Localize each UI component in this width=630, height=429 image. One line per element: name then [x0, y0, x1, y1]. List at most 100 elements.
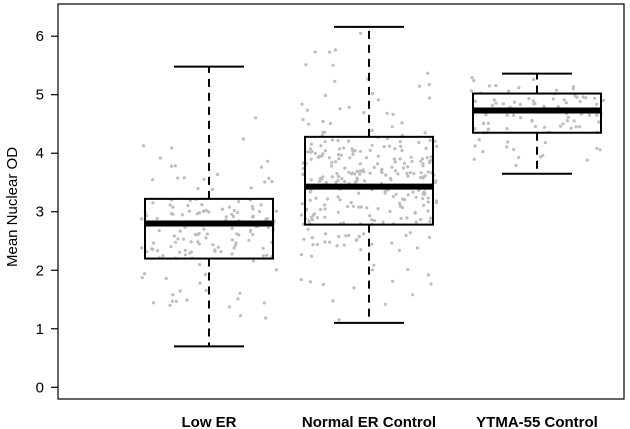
- data-point: [340, 177, 344, 181]
- data-point: [398, 140, 402, 144]
- data-point: [205, 232, 209, 236]
- data-point: [349, 201, 353, 205]
- data-point: [426, 273, 430, 277]
- data-point: [401, 166, 406, 170]
- data-point: [189, 240, 193, 244]
- data-point: [358, 169, 362, 173]
- data-point: [505, 127, 509, 131]
- data-point: [382, 145, 386, 149]
- data-point: [400, 121, 404, 125]
- data-point: [331, 63, 335, 67]
- data-point: [266, 225, 270, 229]
- data-point: [343, 166, 347, 170]
- data-point: [151, 178, 155, 182]
- data-point: [171, 293, 175, 297]
- data-point: [216, 245, 220, 249]
- data-point: [428, 138, 432, 142]
- data-point: [232, 246, 236, 250]
- data-point: [517, 86, 521, 90]
- box-iqr: [144, 197, 274, 260]
- data-point: [321, 119, 325, 124]
- data-point: [379, 169, 383, 173]
- data-point: [370, 91, 374, 96]
- data-point: [427, 82, 431, 87]
- data-point: [472, 157, 476, 161]
- data-point: [421, 164, 425, 168]
- data-point: [250, 215, 255, 219]
- data-point: [176, 237, 180, 241]
- data-point: [140, 276, 144, 280]
- data-point: [413, 210, 417, 214]
- data-point: [411, 190, 415, 194]
- data-point: [501, 102, 505, 106]
- data-point: [341, 146, 346, 150]
- data-point: [311, 243, 315, 247]
- data-point: [323, 149, 327, 153]
- data-point: [368, 214, 372, 218]
- data-point: [189, 250, 193, 254]
- data-point: [327, 156, 331, 160]
- data-point: [331, 138, 335, 142]
- data-point: [174, 299, 178, 303]
- data-point: [597, 120, 601, 124]
- data-point: [145, 250, 149, 254]
- data-point: [542, 104, 546, 108]
- data-point: [151, 301, 156, 305]
- data-point: [404, 233, 408, 238]
- data-point: [326, 197, 330, 201]
- data-point: [274, 209, 278, 213]
- data-point: [415, 246, 420, 250]
- data-point: [266, 159, 270, 163]
- data-point: [481, 150, 485, 154]
- data-point: [417, 140, 421, 145]
- data-point: [383, 302, 387, 306]
- data-point: [473, 144, 477, 148]
- data-point: [224, 215, 228, 219]
- data-point: [391, 112, 395, 116]
- data-point: [238, 314, 243, 318]
- data-point: [393, 160, 397, 164]
- data-point: [399, 144, 403, 148]
- data-point: [329, 164, 334, 168]
- data-point: [512, 148, 516, 152]
- data-point: [254, 116, 258, 120]
- data-point: [232, 208, 236, 213]
- data-point: [365, 206, 369, 210]
- data-point: [422, 192, 426, 197]
- data-point: [511, 113, 516, 117]
- data-point: [323, 130, 327, 134]
- data-point: [186, 204, 190, 208]
- data-point: [231, 214, 235, 219]
- data-point: [533, 124, 538, 129]
- data-point: [577, 125, 582, 129]
- data-point: [337, 318, 341, 322]
- data-point: [392, 157, 396, 161]
- data-point: [219, 250, 223, 254]
- data-point: [236, 211, 240, 215]
- data-point: [315, 242, 320, 247]
- data-point: [517, 155, 521, 160]
- data-point: [168, 203, 172, 207]
- data-point: [593, 96, 597, 100]
- data-point: [187, 209, 191, 213]
- data-point: [202, 227, 206, 231]
- data-point: [261, 246, 265, 250]
- data-point: [308, 190, 312, 194]
- data-point: [433, 180, 438, 184]
- data-point: [173, 164, 177, 168]
- data-point: [584, 96, 588, 100]
- data-point: [157, 229, 161, 233]
- data-point: [309, 157, 313, 161]
- data-point: [426, 209, 430, 213]
- data-point: [519, 116, 523, 120]
- box-1: [144, 65, 274, 348]
- data-point: [494, 84, 498, 88]
- data-point: [412, 172, 416, 176]
- data-point: [238, 291, 242, 295]
- data-point: [141, 144, 146, 148]
- data-point: [388, 209, 392, 214]
- data-point: [487, 84, 491, 88]
- data-point: [518, 102, 523, 107]
- box-2: [304, 25, 434, 324]
- data-point: [532, 77, 536, 82]
